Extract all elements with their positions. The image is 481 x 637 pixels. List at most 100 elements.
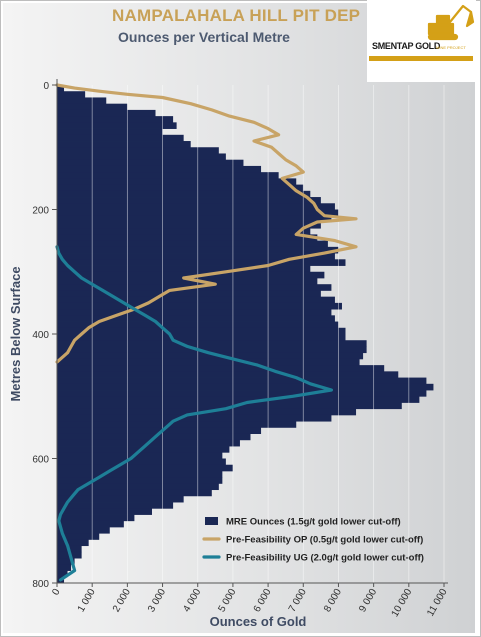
mre-bar: [57, 97, 107, 105]
mre-bar: [57, 309, 332, 316]
mre-bar: [57, 452, 223, 459]
y-tick-label: 400: [32, 330, 49, 341]
mre-bar: [57, 495, 184, 503]
company-logo: SMENTAP GOLD MINE PROJECT: [367, 0, 476, 82]
y-axis-title: Metres Below Surface: [8, 266, 23, 401]
x-tick-label: 3 000: [146, 587, 168, 615]
mre-bar: [57, 184, 304, 192]
mre-bar: [57, 296, 335, 304]
mre-bar: [57, 346, 367, 354]
x-tick-label: 10 000: [390, 587, 415, 619]
mre-bar: [57, 327, 346, 335]
mre-bar: [57, 178, 297, 185]
mre-bar: [57, 141, 191, 148]
mre-bar: [57, 526, 110, 534]
x-tick-label: 4 000: [181, 587, 203, 615]
mre-bar: [57, 508, 152, 515]
mre-bar: [57, 259, 346, 266]
mre-bar: [57, 414, 332, 422]
mre-bar: [57, 228, 311, 235]
mre-bar: [57, 340, 367, 347]
mre-bar: [57, 402, 402, 410]
x-tick-label: 9 000: [357, 587, 379, 615]
mre-bar: [57, 334, 346, 341]
legend-label: MRE Ounces (1.5g/t gold lower cut-off): [226, 517, 401, 528]
mre-bar: [57, 539, 89, 547]
mre-bar: [57, 221, 321, 229]
mre-bar: [57, 159, 244, 167]
mre-bar: [57, 122, 177, 129]
mre-bar: [57, 315, 335, 322]
y-tick-label: 800: [32, 579, 49, 590]
mre-bar: [57, 190, 311, 198]
mre-bar: [57, 197, 321, 204]
mre-bar: [57, 558, 75, 565]
chart-title: NAMPALAHALA HILL PIT DEP: [112, 6, 361, 25]
mre-bar: [57, 91, 86, 98]
x-tick-label: 5 000: [216, 587, 238, 615]
mre-bar: [57, 358, 360, 366]
mre-bar: [57, 203, 335, 210]
mre-bar: [57, 514, 135, 522]
logo-name: SMENTAP GOLD: [372, 41, 441, 51]
x-tick-label: 11 000: [425, 587, 450, 619]
chart-subtitle: Ounces per Vertical Metre: [118, 29, 290, 45]
mre-bar: [57, 533, 100, 540]
mre-bar: [57, 570, 68, 578]
op-series-line: [55, 83, 358, 364]
mre-bar: [57, 85, 65, 92]
mre-bar: [57, 377, 427, 385]
x-tick-label: 2 000: [111, 587, 133, 615]
x-tick-label: 8 000: [322, 587, 344, 615]
mre-bar: [57, 153, 226, 161]
mre-bar: [57, 477, 223, 484]
mre-bar: [57, 371, 399, 378]
excavator-icon: [369, 4, 475, 61]
legend-swatch-mre: [205, 517, 218, 525]
x-tick-label: 0: [50, 587, 63, 598]
y-tick-label: 200: [32, 206, 49, 217]
mre-bar: [57, 147, 219, 154]
legend: MRE Ounces (1.5g/t gold lower cut-off) Pr…: [202, 517, 424, 564]
x-tick-label: 7 000: [287, 587, 309, 615]
x-axis-title: Ounces of Gold: [210, 614, 307, 629]
mre-bar: [57, 365, 385, 372]
mre-bar: [57, 464, 233, 472]
y-tick-label: 600: [32, 455, 49, 466]
mre-bar: [57, 383, 434, 391]
mre-bar: [57, 109, 156, 117]
mre-bar: [57, 470, 223, 478]
mre-bar: [57, 564, 72, 571]
mre-bar: [57, 483, 219, 491]
mre-bar: [57, 427, 262, 434]
mre-bar: [57, 458, 226, 466]
mre-bar: [57, 265, 311, 273]
mre-bar: [57, 116, 174, 123]
mre-bar: [57, 215, 332, 223]
mre-bar: [57, 489, 212, 497]
mre-bars: [57, 85, 434, 584]
mre-bar: [57, 253, 335, 260]
mre-bar: [57, 290, 321, 298]
mre-bar: [57, 165, 262, 173]
x-tick-label: 6 000: [252, 587, 274, 615]
mre-bar: [57, 421, 297, 428]
mre-bar: [57, 502, 174, 509]
mre-bar: [57, 277, 318, 285]
gridlines: [91, 85, 445, 583]
logo-tagline: MINE PROJECT: [436, 45, 466, 50]
legend-label: Pre-Feasibility OP (0.5g/t gold lower cu…: [226, 535, 423, 546]
mre-bar: [57, 390, 427, 397]
series-lines: [55, 83, 358, 582]
ug-series-line: [55, 245, 333, 582]
mre-bar: [57, 240, 328, 248]
mre-bar: [57, 520, 124, 528]
mre-bar: [57, 352, 364, 360]
legend-label: Pre-Feasibility UG (2.0g/t gold lower cu…: [226, 553, 424, 564]
mre-bar: [57, 172, 279, 179]
mre-bar: [57, 128, 163, 136]
mre-bar: [57, 302, 342, 310]
mre-bar: [57, 134, 184, 142]
y-tick-label: 0: [43, 81, 49, 92]
